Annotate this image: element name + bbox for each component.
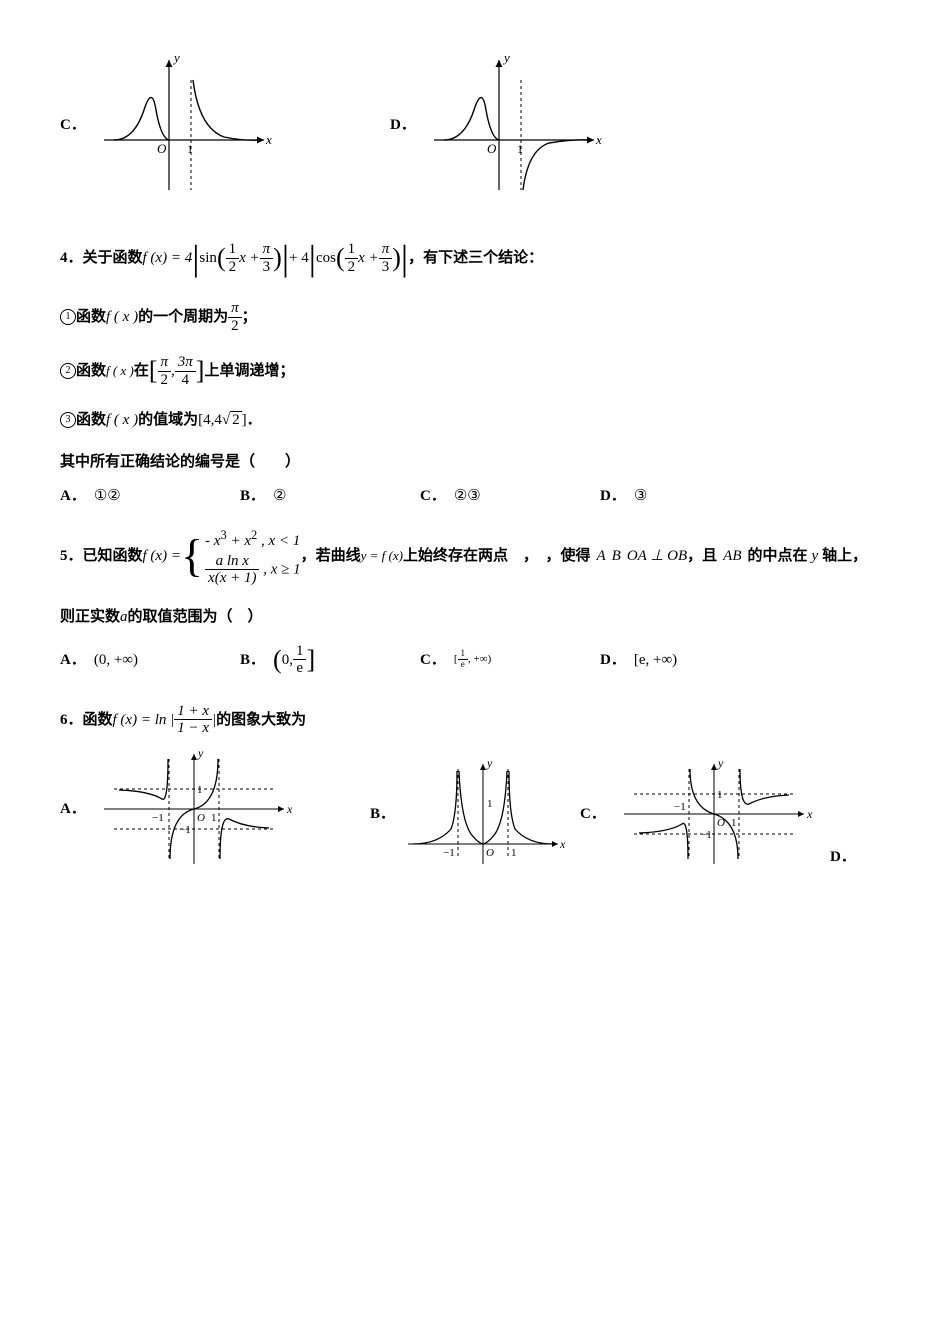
q6-b-graph: x y O −1 1 1: [403, 759, 563, 869]
cos: cos: [316, 246, 336, 270]
q3-c-graph: x y O 1: [94, 50, 274, 200]
q3-choice-d: D． x y O 1: [390, 50, 604, 200]
frac-pi3-1: π3: [260, 241, 274, 275]
piecewise-brace: {: [181, 533, 203, 579]
q4-choice-c: C． ②③: [420, 484, 600, 508]
svg-text:−1: −1: [179, 824, 191, 836]
q5-choice-b: B． ( 0, 1e ]: [240, 643, 420, 677]
svg-text:x: x: [559, 837, 566, 851]
svg-text:−1: −1: [700, 829, 712, 841]
svg-text:−1: −1: [152, 812, 164, 824]
q4-flhs: f (x) = 4: [143, 246, 193, 270]
svg-text:x: x: [286, 802, 293, 816]
q3-choice-c: C． x y O 1: [60, 50, 390, 200]
q6-stem: 6．函数 f (x) = ln | 1 + x1 − x | 的图象大致为: [60, 703, 890, 737]
circ3: 3: [60, 412, 76, 428]
q3-d-graph: x y O 1: [424, 50, 604, 200]
abs-l1: |: [192, 240, 199, 276]
svg-text:y: y: [717, 756, 724, 770]
q4-choice-a: A． ①②: [60, 484, 240, 508]
piecewise-body: - x3 + x2 , x < 1 a ln x x(x + 1) , x ≥ …: [205, 526, 301, 587]
q3-c-label: C．: [60, 113, 86, 137]
svg-text:1: 1: [717, 789, 723, 801]
q4-choice-b: B． ②: [240, 484, 420, 508]
tick1: 1: [187, 142, 193, 156]
svg-text:O: O: [486, 847, 494, 859]
q4-choices: A． ①② B． ② C． ②③ D． ③: [60, 484, 890, 508]
axis-y: y: [172, 50, 180, 65]
svg-text:O: O: [197, 812, 205, 824]
axis-x: x: [265, 132, 272, 147]
origin: O: [157, 141, 167, 156]
q4-choice-d: D． ③: [600, 484, 647, 508]
q3-d-label: D．: [390, 113, 416, 137]
frac-half-1: 12: [226, 241, 240, 275]
q6-choices: A． x y O −1 1 1 −1 B． x y O: [60, 749, 890, 869]
svg-text:y: y: [486, 756, 493, 770]
q4-item3: 3 函数 f ( x ) 的值域为 [4, 4√2] ．: [60, 408, 890, 432]
q6-choice-d: D．: [830, 845, 864, 869]
q6-choice-b: B． x y O −1 1 1: [370, 759, 580, 869]
svg-text:1: 1: [487, 798, 493, 810]
q4-stem: 4．关于函数 f (x) = 4 | sin ( 12 x + π3 ) | +…: [60, 240, 890, 276]
q6-a-graph: x y O −1 1 1 −1: [94, 749, 294, 869]
q3-cd-row: C． x y O 1 D． x y: [60, 50, 890, 200]
q4-conclusion: 其中所有正确结论的编号是（ ）: [60, 450, 890, 474]
q6-choice-c: C． x y O −1 1 1 −1: [580, 759, 830, 869]
svg-text:y: y: [502, 50, 510, 65]
svg-text:1: 1: [211, 812, 217, 824]
q4-item1: 1 函数 f ( x ) 的一个周期为 π2 ；: [60, 300, 890, 334]
svg-text:x: x: [595, 132, 602, 147]
q4-prefix: 4．关于函数: [60, 246, 143, 270]
q5-stem: 5．已知函数 f (x) = { - x3 + x2 , x < 1 a ln …: [60, 526, 890, 587]
svg-text:x: x: [806, 807, 813, 821]
svg-text:O: O: [487, 141, 497, 156]
circ1: 1: [60, 309, 76, 325]
q5-choices: A． (0, +∞) B． ( 0, 1e ] C． [ 1e , +∞ ) D…: [60, 643, 890, 677]
circ2: 2: [60, 363, 76, 379]
q4-suffix: ，有下述三个结论：: [408, 246, 543, 270]
q5-choice-d: D． [e, +∞): [600, 648, 677, 672]
svg-text:−1: −1: [443, 847, 455, 859]
q5-choice-a: A． (0, +∞): [60, 648, 240, 672]
q6-choice-a: A． x y O −1 1 1 −1: [60, 749, 370, 869]
svg-text:1: 1: [197, 784, 203, 796]
q5-line3: 则正实数 a 的取值范围为（ ）: [60, 605, 890, 629]
plus4: + 4: [289, 246, 309, 270]
q4-item2: 2 函数 f ( x ) 在 [ π2 , 3π4 ] 上单调递增；: [60, 354, 890, 388]
q5-choice-c: C． [ 1e , +∞ ): [420, 648, 600, 672]
sin: sin: [199, 246, 217, 270]
q6-c-graph: x y O −1 1 1 −1: [614, 759, 814, 869]
svg-text:1: 1: [511, 847, 517, 859]
abs-r1: |: [282, 240, 289, 276]
svg-text:−1: −1: [674, 801, 686, 813]
svg-text:1: 1: [517, 142, 523, 156]
svg-text:y: y: [197, 746, 204, 760]
